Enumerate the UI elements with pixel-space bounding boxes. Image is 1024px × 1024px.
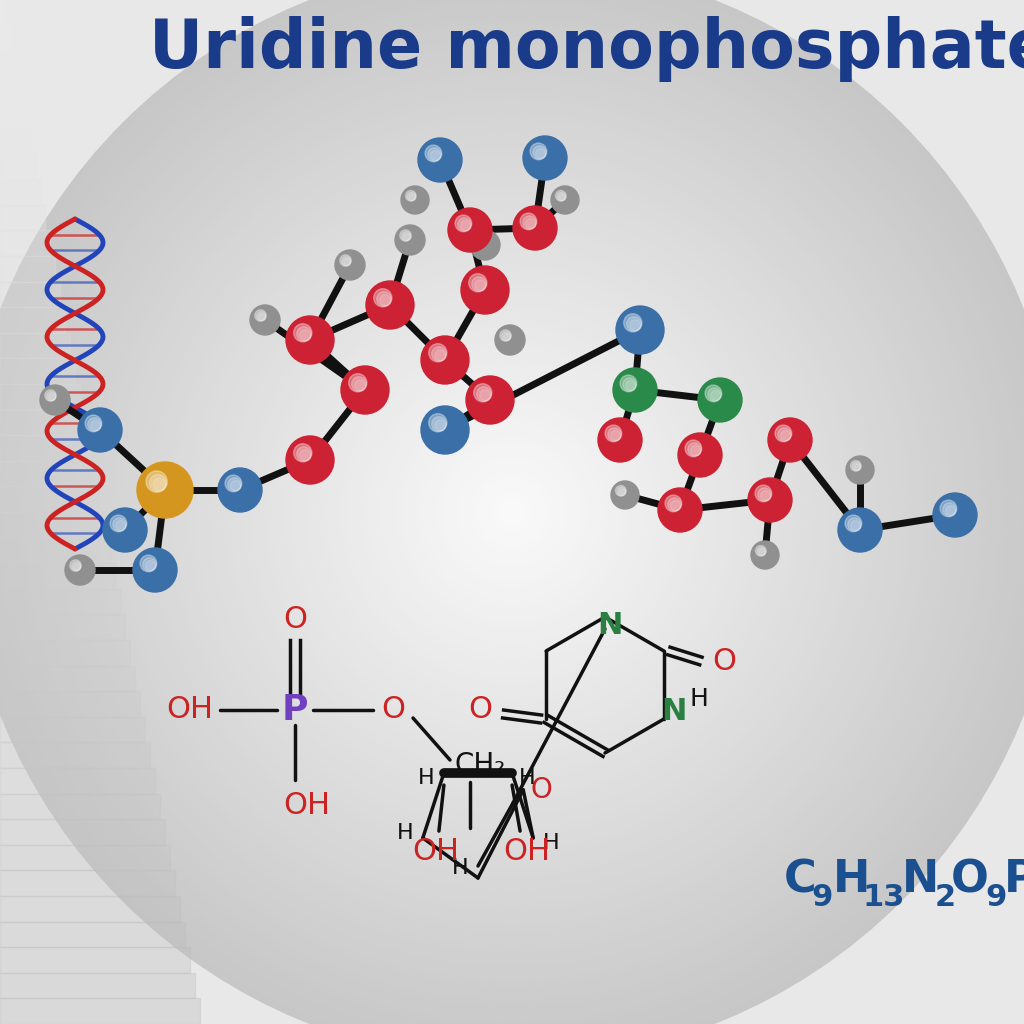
Circle shape <box>297 327 311 341</box>
Ellipse shape <box>168 168 856 856</box>
Circle shape <box>678 433 722 477</box>
Ellipse shape <box>279 279 745 745</box>
Bar <box>0 896 180 922</box>
Circle shape <box>758 487 771 501</box>
Circle shape <box>626 381 636 390</box>
Bar <box>0 998 200 1024</box>
Ellipse shape <box>44 44 980 980</box>
Circle shape <box>778 428 792 441</box>
Ellipse shape <box>196 196 828 828</box>
Circle shape <box>671 501 681 511</box>
Circle shape <box>110 515 127 531</box>
Circle shape <box>605 425 622 441</box>
Bar <box>0 230 50 256</box>
Circle shape <box>495 325 525 355</box>
Circle shape <box>374 289 392 307</box>
Bar <box>0 128 30 154</box>
Text: OH: OH <box>167 695 213 725</box>
Ellipse shape <box>147 147 877 877</box>
Bar <box>0 717 145 742</box>
Circle shape <box>780 430 791 440</box>
Ellipse shape <box>3 3 1021 1021</box>
Circle shape <box>530 143 547 160</box>
Bar <box>0 742 150 768</box>
Circle shape <box>429 344 446 361</box>
Bar <box>0 282 60 307</box>
Text: H: H <box>834 858 870 901</box>
Circle shape <box>610 430 621 440</box>
Circle shape <box>851 520 860 530</box>
Circle shape <box>349 374 367 392</box>
Text: O: O <box>381 695 406 725</box>
Text: 9: 9 <box>985 884 1007 912</box>
Bar <box>0 845 170 870</box>
Circle shape <box>555 190 566 201</box>
Circle shape <box>435 420 445 431</box>
Circle shape <box>708 388 721 401</box>
Circle shape <box>848 518 861 531</box>
Circle shape <box>536 148 546 159</box>
Circle shape <box>613 368 657 412</box>
Circle shape <box>150 474 167 492</box>
Circle shape <box>225 475 242 492</box>
Ellipse shape <box>395 395 629 629</box>
Ellipse shape <box>24 24 1000 1000</box>
Circle shape <box>300 450 310 461</box>
Ellipse shape <box>140 140 884 884</box>
Circle shape <box>429 414 446 432</box>
Circle shape <box>559 194 565 201</box>
Circle shape <box>408 193 416 201</box>
Circle shape <box>432 417 446 431</box>
Text: O: O <box>951 858 989 901</box>
Bar <box>0 922 185 947</box>
Circle shape <box>627 316 641 332</box>
Circle shape <box>523 136 567 180</box>
Ellipse shape <box>134 134 890 890</box>
Circle shape <box>479 390 490 400</box>
Circle shape <box>621 375 637 392</box>
Circle shape <box>598 418 642 462</box>
Circle shape <box>748 478 792 522</box>
Circle shape <box>300 330 310 341</box>
Circle shape <box>335 250 365 280</box>
Text: O: O <box>712 646 736 676</box>
Circle shape <box>344 259 350 265</box>
Circle shape <box>854 464 860 470</box>
Circle shape <box>851 461 861 471</box>
Ellipse shape <box>436 436 588 588</box>
Ellipse shape <box>484 484 540 540</box>
Circle shape <box>74 563 81 570</box>
Ellipse shape <box>51 51 973 973</box>
Circle shape <box>768 418 812 462</box>
Circle shape <box>137 462 193 518</box>
Circle shape <box>403 233 411 241</box>
Circle shape <box>218 468 262 512</box>
Ellipse shape <box>443 443 581 581</box>
Bar <box>0 307 65 333</box>
Circle shape <box>65 555 95 585</box>
Circle shape <box>617 487 626 496</box>
Circle shape <box>133 548 177 592</box>
Ellipse shape <box>58 58 966 966</box>
Text: O: O <box>468 694 493 724</box>
Circle shape <box>688 442 701 456</box>
Ellipse shape <box>457 457 567 567</box>
Circle shape <box>116 520 126 530</box>
Bar <box>0 205 45 230</box>
Circle shape <box>409 194 416 201</box>
Circle shape <box>475 234 486 246</box>
Bar <box>0 51 15 77</box>
Circle shape <box>401 231 411 241</box>
Ellipse shape <box>464 464 560 560</box>
Circle shape <box>90 421 100 431</box>
Ellipse shape <box>264 264 760 760</box>
Circle shape <box>845 515 862 531</box>
Circle shape <box>250 305 280 335</box>
Circle shape <box>478 239 485 246</box>
Circle shape <box>500 330 511 341</box>
Bar <box>0 512 105 538</box>
Circle shape <box>146 471 167 493</box>
